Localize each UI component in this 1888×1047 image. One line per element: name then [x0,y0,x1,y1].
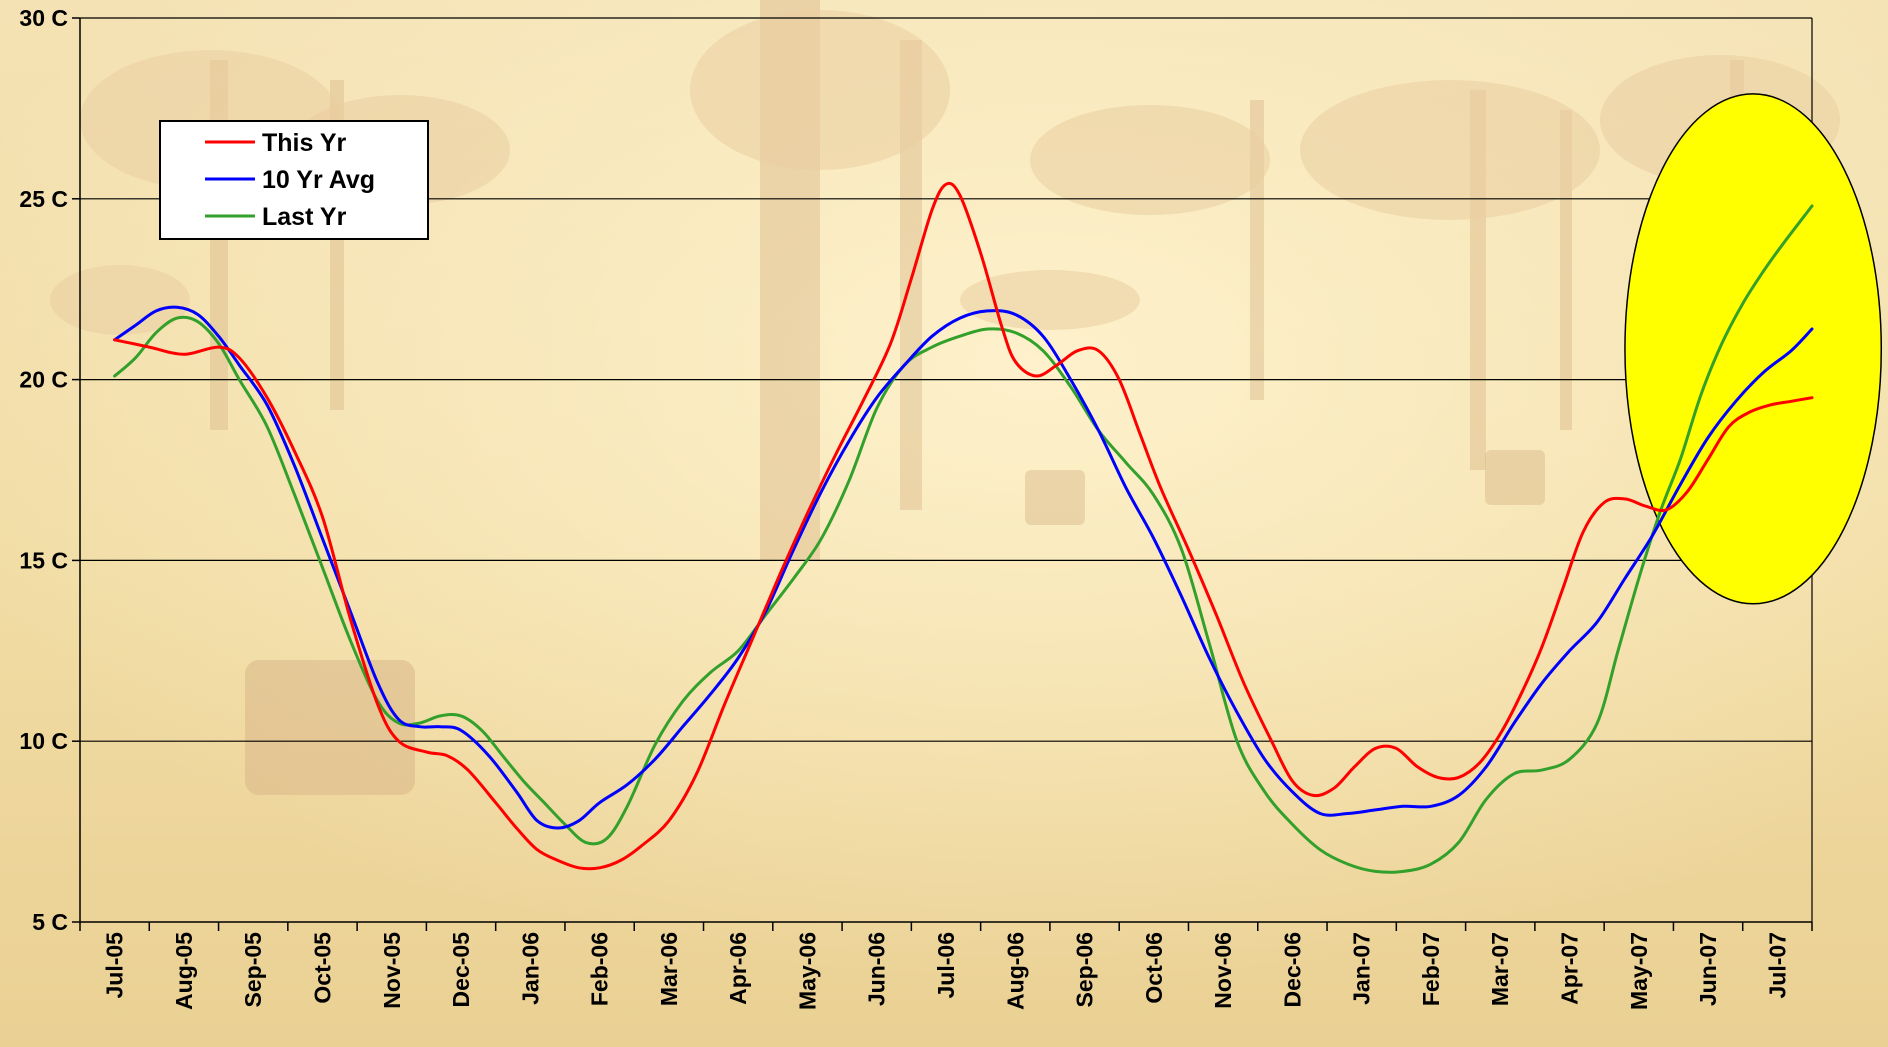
x-tick-label: Jun-06 [864,932,890,1006]
x-tick-label: Apr-06 [725,932,751,1005]
y-tick-label: 30 C [19,5,68,31]
legend-label: 10 Yr Avg [262,166,375,194]
x-tick-label: Sep-05 [240,932,266,1008]
x-tick-label: May-06 [794,932,820,1010]
y-tick-label: 15 C [19,547,68,573]
x-tick-label: Feb-06 [587,932,613,1006]
x-tick-label: Aug-06 [1002,932,1028,1010]
tree-crown [690,10,950,170]
x-tick-label: Nov-05 [379,932,405,1009]
x-tick-label: Oct-06 [1141,932,1167,1004]
x-tick-label: Nov-06 [1210,932,1236,1009]
x-tick-label: Oct-05 [309,932,335,1004]
highlight-ellipse [1624,93,1883,605]
x-tick-label: Jul-07 [1764,932,1790,998]
tree-crown [1300,80,1600,220]
y-tick-label: 10 C [19,728,68,754]
series-line-this-yr [113,181,1814,871]
x-tick-label: Jan-07 [1349,932,1375,1005]
tree-crown [50,265,190,335]
legend-box [159,120,429,240]
y-tick-label: 20 C [19,367,68,393]
x-tick-label: Mar-07 [1487,932,1513,1006]
y-tick-label: 25 C [19,186,68,212]
x-tick-label: Apr-07 [1557,932,1583,1005]
legend: This Yr 10 Yr Avg Last Yr [159,120,429,240]
tree-crown [960,270,1140,330]
axes: 5 C 10 C 15 C 20 C 25 C 30 C Jul-05 Aug-05 Sep-0… [19,5,1813,1010]
series-line-10-yr-avg [113,305,1814,830]
basket [1025,470,1085,525]
x-tick-label: Jan-06 [517,932,543,1005]
x-tick-label: Jul-06 [933,932,959,998]
x-tick-label: Dec-05 [448,932,474,1008]
x-tick-label: Sep-06 [1072,932,1098,1007]
y-tick-label: 5 C [32,909,68,935]
x-tick-label: Jun-07 [1695,932,1721,1006]
x-tick-label: Jul-05 [102,932,128,999]
annotations [1624,93,1883,605]
tree-crown [1030,105,1270,215]
x-tick-label: Mar-06 [656,932,682,1006]
x-tick-label: Dec-06 [1279,932,1305,1007]
x-tick-label: Aug-05 [171,932,197,1010]
series-lines [113,181,1814,874]
legend-label: This Yr [262,129,347,157]
legend-label: Last Yr [262,203,347,231]
basket [1485,450,1545,505]
x-tick-label: Feb-07 [1418,932,1444,1006]
x-tick-label: May-07 [1626,932,1652,1010]
series-line-last-yr [113,204,1814,874]
